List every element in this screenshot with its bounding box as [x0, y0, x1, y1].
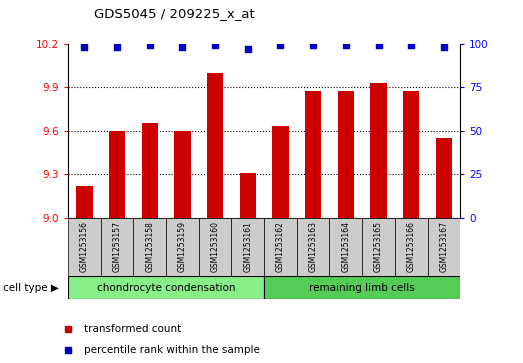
Point: [342, 42, 350, 48]
Point: [244, 46, 252, 52]
Point: [80, 44, 88, 50]
Text: GSM1253165: GSM1253165: [374, 221, 383, 272]
Text: GDS5045 / 209225_x_at: GDS5045 / 209225_x_at: [94, 7, 255, 20]
Text: GSM1253160: GSM1253160: [211, 221, 220, 272]
Text: GSM1253167: GSM1253167: [439, 221, 448, 272]
Bar: [68, 218, 100, 276]
Text: remaining limb cells: remaining limb cells: [309, 283, 415, 293]
Bar: [142, 123, 158, 218]
Bar: [395, 218, 428, 276]
Bar: [76, 186, 93, 218]
Point: [145, 42, 154, 48]
Point: [178, 44, 187, 50]
Bar: [100, 218, 133, 276]
Bar: [174, 131, 190, 218]
Bar: [109, 131, 125, 218]
Bar: [68, 276, 264, 299]
Text: GSM1253156: GSM1253156: [80, 221, 89, 272]
Bar: [166, 218, 199, 276]
Point: [309, 42, 317, 48]
Text: chondrocyte condensation: chondrocyte condensation: [97, 283, 235, 293]
Text: GSM1253166: GSM1253166: [407, 221, 416, 272]
Bar: [362, 218, 395, 276]
Bar: [305, 91, 321, 218]
Bar: [403, 91, 419, 218]
Point: [113, 44, 121, 50]
Text: GSM1253162: GSM1253162: [276, 221, 285, 272]
Text: cell type ▶: cell type ▶: [3, 283, 59, 293]
Bar: [329, 218, 362, 276]
Point: [211, 42, 219, 48]
Text: GSM1253158: GSM1253158: [145, 221, 154, 272]
Text: percentile rank within the sample: percentile rank within the sample: [84, 345, 259, 355]
Text: GSM1253157: GSM1253157: [112, 221, 121, 272]
Bar: [207, 73, 223, 218]
Bar: [133, 218, 166, 276]
Text: transformed count: transformed count: [84, 323, 181, 334]
Bar: [370, 83, 386, 218]
Point: [276, 42, 285, 48]
Bar: [436, 138, 452, 218]
Point: [407, 42, 415, 48]
Bar: [199, 218, 231, 276]
Text: GSM1253159: GSM1253159: [178, 221, 187, 272]
Bar: [338, 91, 354, 218]
Point: [374, 42, 383, 48]
Bar: [264, 218, 297, 276]
Text: GSM1253164: GSM1253164: [342, 221, 350, 272]
Point: [440, 44, 448, 50]
Bar: [264, 276, 460, 299]
Text: GSM1253161: GSM1253161: [243, 221, 252, 272]
Bar: [240, 173, 256, 218]
Bar: [428, 218, 460, 276]
Text: GSM1253163: GSM1253163: [309, 221, 317, 272]
Bar: [231, 218, 264, 276]
Bar: [272, 126, 289, 218]
Bar: [297, 218, 329, 276]
